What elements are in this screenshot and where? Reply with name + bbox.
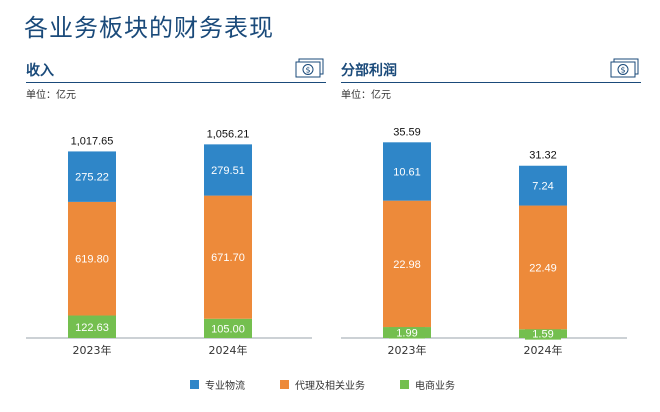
legend-label: 代理及相关业务	[295, 381, 365, 392]
x-tick-label: 2023年	[388, 343, 427, 357]
segment-value-label: 22.98	[393, 259, 421, 271]
segment-value-label: 7.24	[532, 181, 553, 193]
profit-chart: 1.99 22.98 10.61 35.59 2023年 1.59 22.49 7.24 31.…	[341, 126, 627, 357]
profit-panel: 分部利润 $ 单位：亿元 1.99 22.98 10.61 35.59 2023年 1.5…	[341, 58, 641, 357]
panel-header: 分部利润 $	[341, 58, 641, 83]
segment-agency-bar	[204, 195, 252, 319]
money-icon: $	[295, 58, 324, 78]
segment-ecommerce-bar	[204, 318, 252, 338]
segment-express-bar	[383, 142, 431, 201]
segment-value-label: 275.22	[75, 172, 109, 184]
segment-express-bar	[519, 165, 567, 206]
segment-value-label: 1.59	[532, 329, 553, 341]
panel-title: 收入	[26, 63, 54, 79]
legend-item-agency: 代理及相关业务	[280, 377, 365, 392]
money-icon: $	[610, 58, 639, 78]
segment-label-bg	[389, 326, 425, 339]
panel-title: 分部利润	[341, 63, 397, 79]
segment-value-label: 105.00	[211, 323, 245, 335]
revenue-panel: 收入 $ 单位：亿元 122.63 619.80 275.22 1,017.65 202…	[26, 58, 326, 357]
segment-express-bar	[68, 151, 116, 202]
segment-value-label: 122.63	[75, 322, 109, 334]
x-tick-label: 2024年	[524, 343, 563, 357]
segment-value-label: 1.99	[396, 328, 417, 340]
panel-header: 收入 $	[26, 58, 326, 83]
segment-value-label: 671.70	[211, 252, 245, 264]
segment-value-label: 22.49	[529, 262, 557, 274]
legend-swatch	[280, 380, 289, 389]
segment-value-label: 279.51	[211, 165, 245, 177]
segment-agency-bar	[68, 201, 116, 316]
revenue-chart: 122.63 619.80 275.22 1,017.65 2023年 105.00 671…	[26, 128, 312, 357]
legend-swatch	[400, 380, 409, 389]
total-value-label: 1,017.65	[71, 135, 114, 147]
legend-swatch	[190, 380, 199, 389]
page-title: 各业务板块的财务表现	[24, 14, 274, 42]
segment-agency-bar	[519, 205, 567, 330]
x-tick-label: 2023年	[73, 343, 112, 357]
segment-express-bar	[204, 144, 252, 196]
unit-label: 单位：亿元	[341, 90, 391, 101]
segment-value-label: 619.80	[75, 254, 109, 266]
x-tick-label: 2024年	[209, 343, 248, 357]
svg-text:$: $	[305, 66, 310, 75]
total-value-label: 35.59	[393, 126, 421, 138]
segment-ecommerce-bar	[68, 315, 116, 338]
unit-label: 单位：亿元	[26, 90, 76, 101]
legend-item-ecommerce: 电商业务	[400, 377, 455, 392]
total-value-label: 31.32	[529, 150, 557, 162]
legend: 专业物流 代理及相关业务 电商业务	[190, 377, 490, 393]
segment-value-label: 10.61	[393, 166, 421, 178]
segment-label-bg	[525, 327, 561, 340]
total-value-label: 1,056.21	[207, 128, 250, 140]
legend-label: 专业物流	[205, 381, 245, 392]
legend-label: 电商业务	[415, 381, 455, 392]
legend-item-express: 专业物流	[190, 377, 245, 392]
segment-agency-bar	[383, 200, 431, 328]
svg-text:$: $	[620, 66, 625, 75]
